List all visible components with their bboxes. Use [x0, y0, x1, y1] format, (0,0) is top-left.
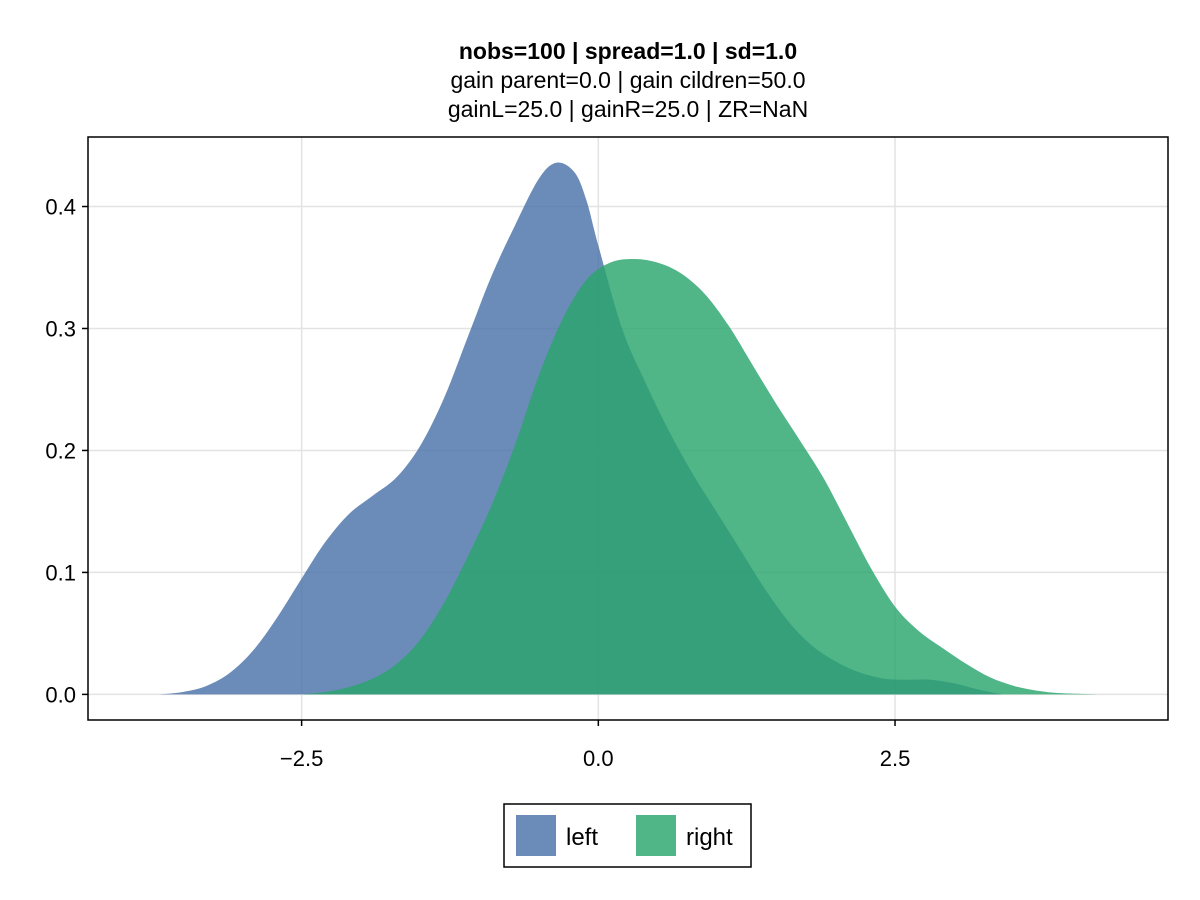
y-tick-label-2: 0.2 [45, 438, 76, 463]
legend-label-left: left [566, 824, 598, 851]
x-axis-ticks: −2.5 0.0 2.5 [280, 720, 910, 771]
density-area-right [301, 258, 1097, 695]
y-tick-label-4: 0.4 [45, 195, 76, 220]
x-tick-label-2: 2.5 [880, 746, 911, 771]
chart-title: nobs=100 | spread=1.0 | sd=1.0 [459, 38, 797, 64]
y-axis-ticks: 0.0 0.1 0.2 0.3 0.4 [45, 195, 88, 707]
y-tick-label-0: 0.0 [45, 682, 76, 707]
plot-frame [87, 136, 1169, 721]
chart-subtitle-line-2: gainL=25.0 | gainR=25.0 | ZR=NaN [448, 96, 808, 122]
x-tick-label-1: 0.0 [583, 746, 614, 771]
y-tick-label-3: 0.3 [45, 316, 76, 341]
density-areas [159, 162, 1097, 695]
legend-swatch-left [516, 815, 556, 856]
legend-box [503, 803, 752, 868]
legend-label-right: right [686, 824, 733, 851]
x-tick-label-0: −2.5 [280, 746, 323, 771]
y-tick-label-1: 0.1 [45, 560, 76, 585]
legend: left right [503, 803, 752, 868]
legend-swatch-right [636, 815, 676, 856]
chart-subtitle-line-1: gain parent=0.0 | gain cildren=50.0 [450, 67, 805, 93]
